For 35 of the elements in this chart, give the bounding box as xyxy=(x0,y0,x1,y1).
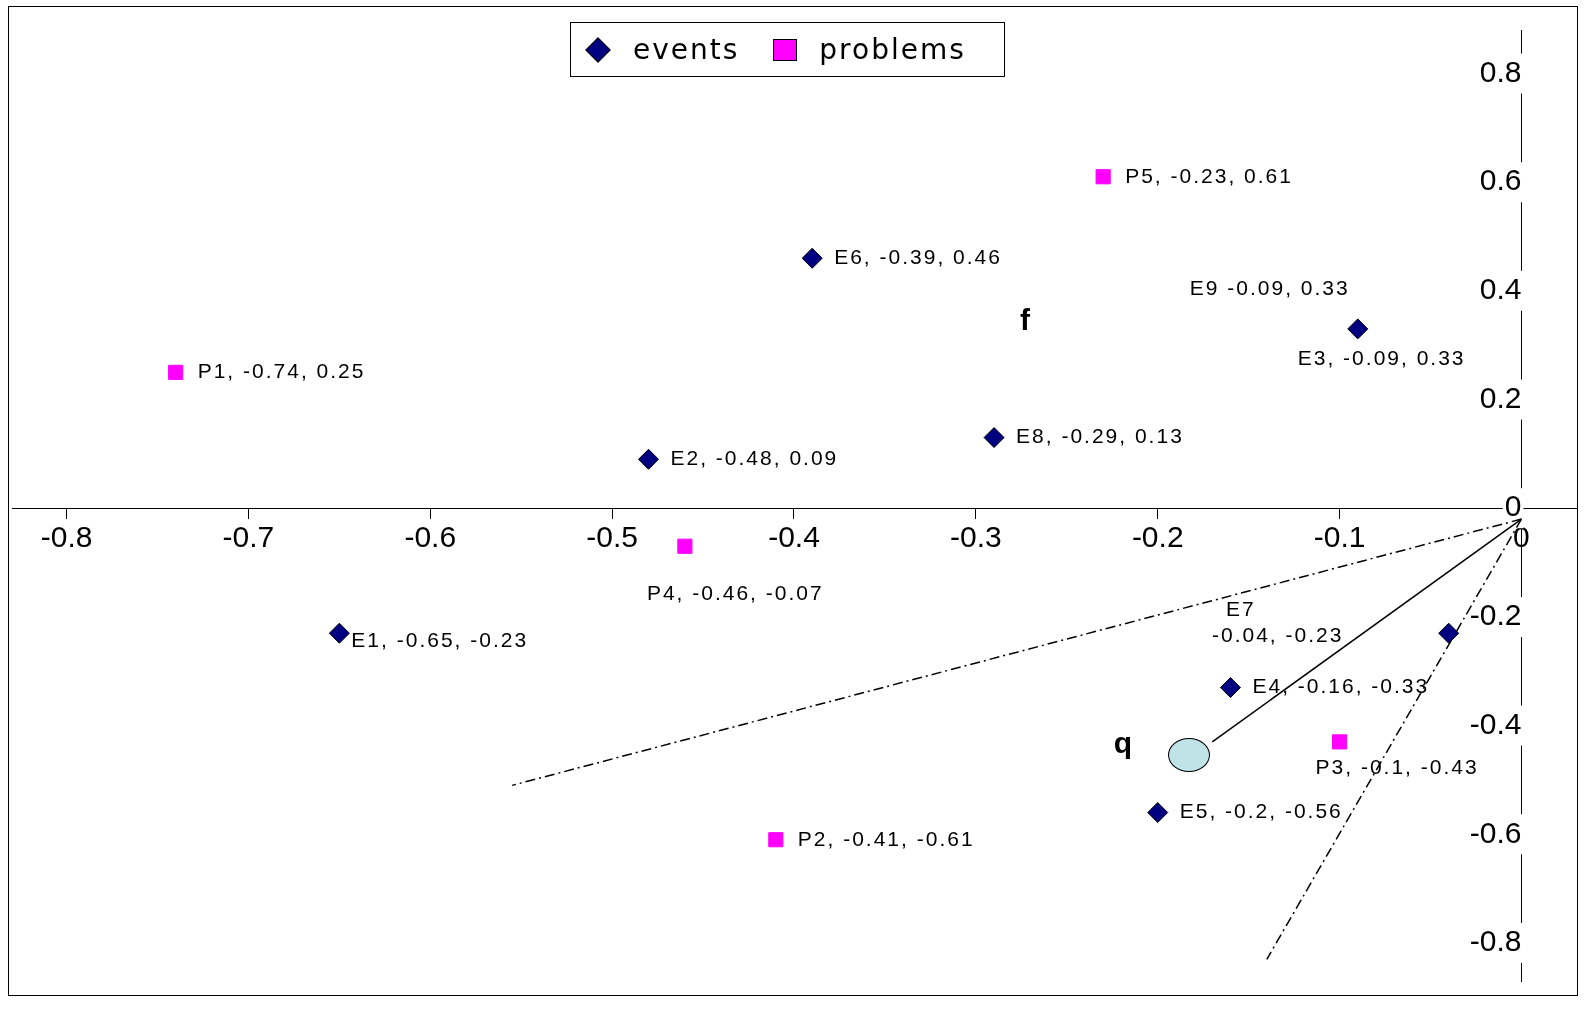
y-tick-label: 0.6 xyxy=(1479,163,1522,197)
x-tick-label: -0.4 xyxy=(768,520,820,554)
annotation: q xyxy=(1113,726,1133,760)
x-tick-label: -0.1 xyxy=(1313,520,1366,554)
annotation: P4, -0.46, -0.07 xyxy=(646,581,824,605)
annotation: E9 -0.09, 0.33 xyxy=(1189,275,1350,299)
annotation: E8, -0.29, 0.13 xyxy=(1016,424,1184,448)
y-tick-label: -0.4 xyxy=(1469,706,1522,740)
annotation: P3, -0.1, -0.43 xyxy=(1315,754,1479,778)
x-tick-label: -0.7 xyxy=(222,520,275,554)
annotation: P2, -0.41, -0.61 xyxy=(797,826,975,850)
x-tick-label: -0.3 xyxy=(950,520,1002,554)
annotation: P1, -0.74, 0.25 xyxy=(197,359,366,383)
y-tick-label: 0.8 xyxy=(1479,54,1522,88)
annotation: f xyxy=(1020,303,1031,337)
annotation: E6, -0.39, 0.46 xyxy=(834,245,1002,269)
y-tick-label: -0.2 xyxy=(1469,598,1522,632)
x-tick-label: -0.6 xyxy=(404,520,457,554)
y-tick-label: -0.6 xyxy=(1469,815,1522,849)
legend-label: events xyxy=(633,33,740,66)
y-tick-label: -0.8 xyxy=(1469,924,1522,958)
legend-label: problems xyxy=(819,33,966,66)
annotation: E5, -0.2, -0.56 xyxy=(1179,799,1343,823)
annotation: E1, -0.65, -0.23 xyxy=(351,628,529,651)
x-tick-label: -0.8 xyxy=(40,520,93,554)
annotation: E2, -0.48, 0.09 xyxy=(670,446,839,470)
y-tick-label: 0 xyxy=(1504,489,1522,523)
x-tick-label: -0.5 xyxy=(586,520,638,554)
y-tick-label: 0.2 xyxy=(1479,380,1522,414)
x-tick-label: -0.2 xyxy=(1131,520,1184,554)
y-tick-label: 0.4 xyxy=(1479,272,1522,306)
annotation: P5, -0.23, 0.61 xyxy=(1125,163,1293,187)
annotation: E7 -0.04, -0.23 xyxy=(1212,596,1344,646)
annotation: E4, -0.16, -0.33 xyxy=(1252,674,1430,698)
annotation: E3, -0.09, 0.33 xyxy=(1297,345,1466,369)
